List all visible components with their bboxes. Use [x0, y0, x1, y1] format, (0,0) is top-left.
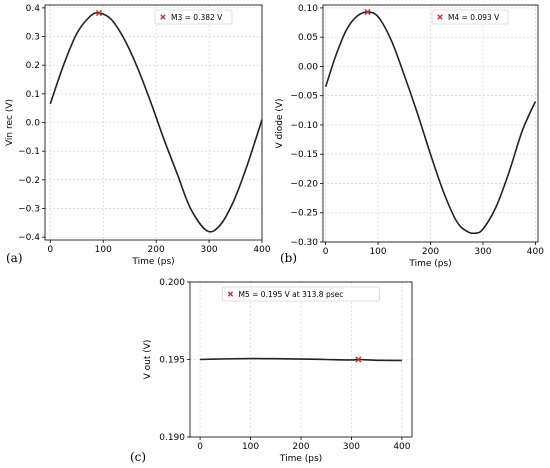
y-tick-label: −0.4: [18, 233, 40, 243]
x-tick-label: 200: [148, 245, 165, 255]
marker-point: [355, 356, 362, 363]
chart-panel-a: 0 100 200 300 400 −0.4 −0.3 −0.2 −0.1 0.0 0.1 0.2 0.…: [5, 4, 271, 267]
series-line: [49, 12, 263, 233]
y-axis-label: V diode (V): [275, 98, 285, 148]
y-axis-label: Vin rec (V): [5, 99, 15, 146]
y-tick-label: 0.195: [159, 356, 185, 366]
y-tick-label: 0.200: [159, 278, 185, 288]
marker-point: [364, 8, 371, 16]
legend-marker: [227, 291, 234, 297]
y-tick-label: −0.10: [290, 121, 318, 131]
y-tick-label: 0.00: [298, 62, 318, 72]
legend-marker: [160, 14, 166, 20]
y-tick-label: −0.20: [290, 179, 318, 189]
panel-label-b: (b): [280, 251, 297, 265]
panel-label-c: (c): [130, 450, 146, 464]
x-tick-label: 300: [200, 245, 217, 255]
y-tick-label: 0.3: [26, 33, 40, 43]
x-tick-label: 400: [527, 247, 544, 257]
y-tick-label: −0.15: [290, 150, 318, 160]
y-tick-label: 0.1: [26, 90, 40, 100]
y-tick-label: 0.05: [298, 33, 318, 43]
y-tick-label: −0.1: [18, 147, 40, 157]
x-tick-label: 0: [323, 247, 329, 257]
legend-label: M4 = 0.093 V: [448, 13, 500, 22]
x-tick-label: 0: [47, 245, 53, 255]
x-tick-label: 400: [393, 442, 410, 452]
y-tick-label: 0.0: [26, 119, 41, 129]
x-tick-label: 0: [197, 442, 203, 452]
y-tick-label: 0.2: [26, 61, 40, 71]
series-line: [200, 357, 402, 362]
x-tick-label: 300: [343, 442, 360, 452]
legend-label: M5 = 0.195 V at 313.8 psec: [239, 290, 344, 299]
x-tick-label: 300: [474, 247, 491, 257]
x-tick-label: 100: [95, 245, 112, 255]
marker-point: [95, 9, 103, 17]
y-tick-label: 0.10: [298, 4, 318, 14]
chart-panel-c: 0 100 200 300 400 0.190 0.195 0.200 Time (ps) V o…: [143, 278, 413, 464]
x-tick-label: 200: [292, 442, 309, 452]
legend-box: [222, 286, 380, 302]
chart-panel-b: 0 100 200 300 400 −0.30 −0.25 −0.20 −0.15 −0.10 −0…: [275, 4, 544, 269]
y-tick-label: −0.3: [18, 204, 40, 214]
x-tick-label: 100: [369, 247, 386, 257]
legend-box: [431, 9, 509, 25]
legend-box: [154, 9, 233, 25]
y-tick-label: −0.30: [290, 238, 318, 248]
x-tick-label: 400: [253, 245, 270, 255]
legend-label: M3 = 0.382 V: [171, 13, 223, 22]
y-tick-label: −0.2: [18, 176, 40, 186]
y-tick-label: −0.05: [290, 92, 318, 102]
x-axis-label: Time (ps): [408, 259, 451, 269]
y-tick-label: 0.190: [159, 433, 185, 443]
x-tick-label: 100: [242, 442, 259, 452]
y-axis-label: V out (V): [143, 340, 153, 380]
x-axis-label: Time (ps): [131, 257, 174, 267]
legend-marker: [437, 14, 443, 20]
y-tick-label: −0.25: [290, 209, 318, 219]
y-tick-label: 0.4: [26, 4, 41, 14]
panel-label-a: (a): [6, 251, 23, 265]
x-axis-label: Time (ps): [279, 454, 322, 464]
series-line: [324, 11, 537, 235]
x-tick-label: 200: [422, 247, 439, 257]
